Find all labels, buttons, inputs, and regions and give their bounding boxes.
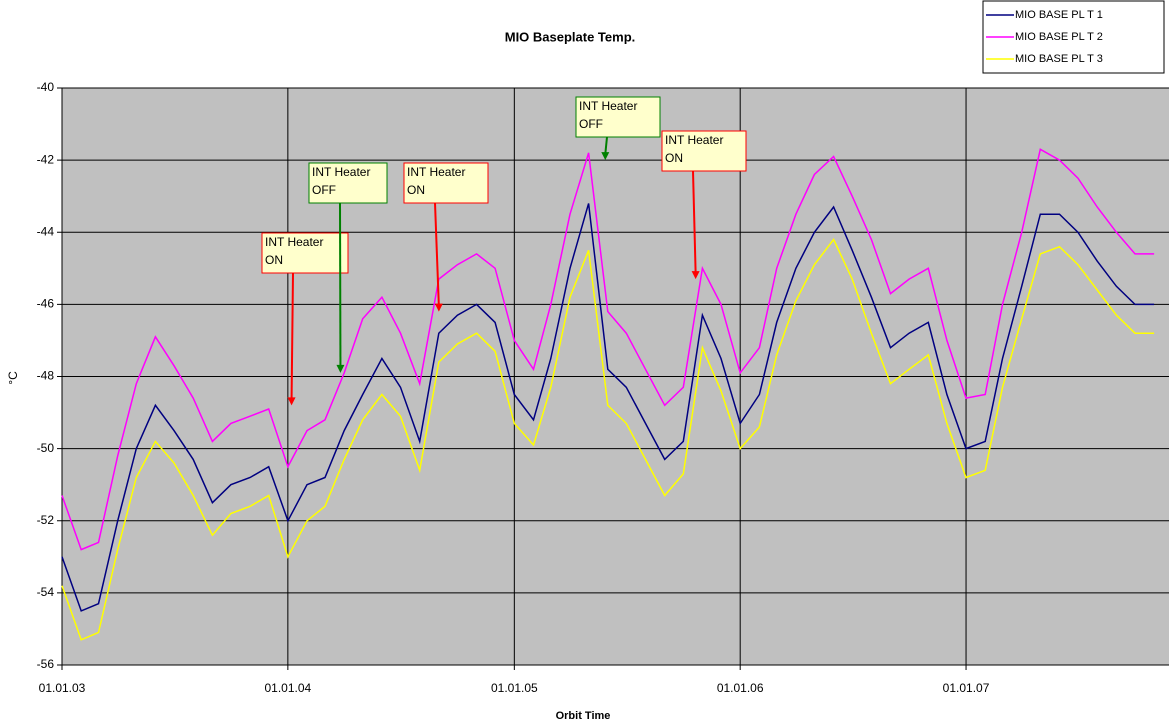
legend-label: MIO BASE PL T 1 (1015, 9, 1103, 21)
annotation-text: OFF (579, 117, 603, 131)
annotation-text: ON (265, 253, 283, 267)
y-tick-label: -48 (37, 369, 55, 383)
annotation-arrowhead (336, 364, 345, 373)
y-tick-label: -52 (37, 513, 55, 527)
annotation-arrowhead (691, 271, 700, 280)
series-line (61, 148, 1155, 551)
annotation-box (308, 162, 388, 204)
annotation-arrowhead (601, 152, 610, 161)
series-line (61, 238, 1155, 641)
y-tick-label: -40 (37, 80, 55, 94)
annotation-box (403, 162, 489, 204)
legend-label: MIO BASE PL T 3 (1015, 53, 1103, 65)
annotation-text: INT Heater (579, 99, 637, 113)
annotation-box (661, 130, 747, 172)
annotation-arrow (692, 170, 697, 274)
chart-title: MIO Baseplate Temp. (505, 29, 636, 44)
y-tick-label: -44 (37, 224, 55, 238)
annotation-arrowhead (434, 303, 443, 312)
y-axis-label: °C (6, 371, 20, 385)
annotation-arrow (434, 202, 440, 306)
x-tick-label: 01.01.07 (943, 681, 990, 695)
annotation-text: INT Heater (665, 133, 723, 147)
annotation-text: ON (407, 183, 425, 197)
annotation-text: INT Heater (407, 165, 465, 179)
y-tick-label: -50 (37, 441, 55, 455)
y-tick-label: -56 (37, 657, 55, 671)
annotation-arrowhead (287, 397, 296, 406)
x-axis-label: Orbit Time (556, 710, 611, 722)
legend-label: MIO BASE PL T 2 (1015, 31, 1103, 43)
series-line (61, 203, 1155, 612)
y-tick-label: -54 (37, 585, 55, 599)
x-tick-label: 01.01.05 (491, 681, 538, 695)
annotation-text: ON (665, 151, 683, 165)
y-tick-label: -46 (37, 297, 55, 311)
x-tick-label: 01.01.03 (39, 681, 86, 695)
annotation-text: INT Heater (265, 235, 323, 249)
x-tick-label: 01.01.06 (717, 681, 764, 695)
annotation-box (261, 232, 349, 274)
annotation-text: INT Heater (312, 165, 370, 179)
x-tick-label: 01.01.04 (264, 681, 311, 695)
annotation-arrow (290, 272, 294, 400)
annotation-text: OFF (312, 183, 336, 197)
annotation-arrow (604, 136, 608, 155)
annotation-box (575, 96, 661, 138)
y-tick-label: -42 (37, 152, 55, 166)
